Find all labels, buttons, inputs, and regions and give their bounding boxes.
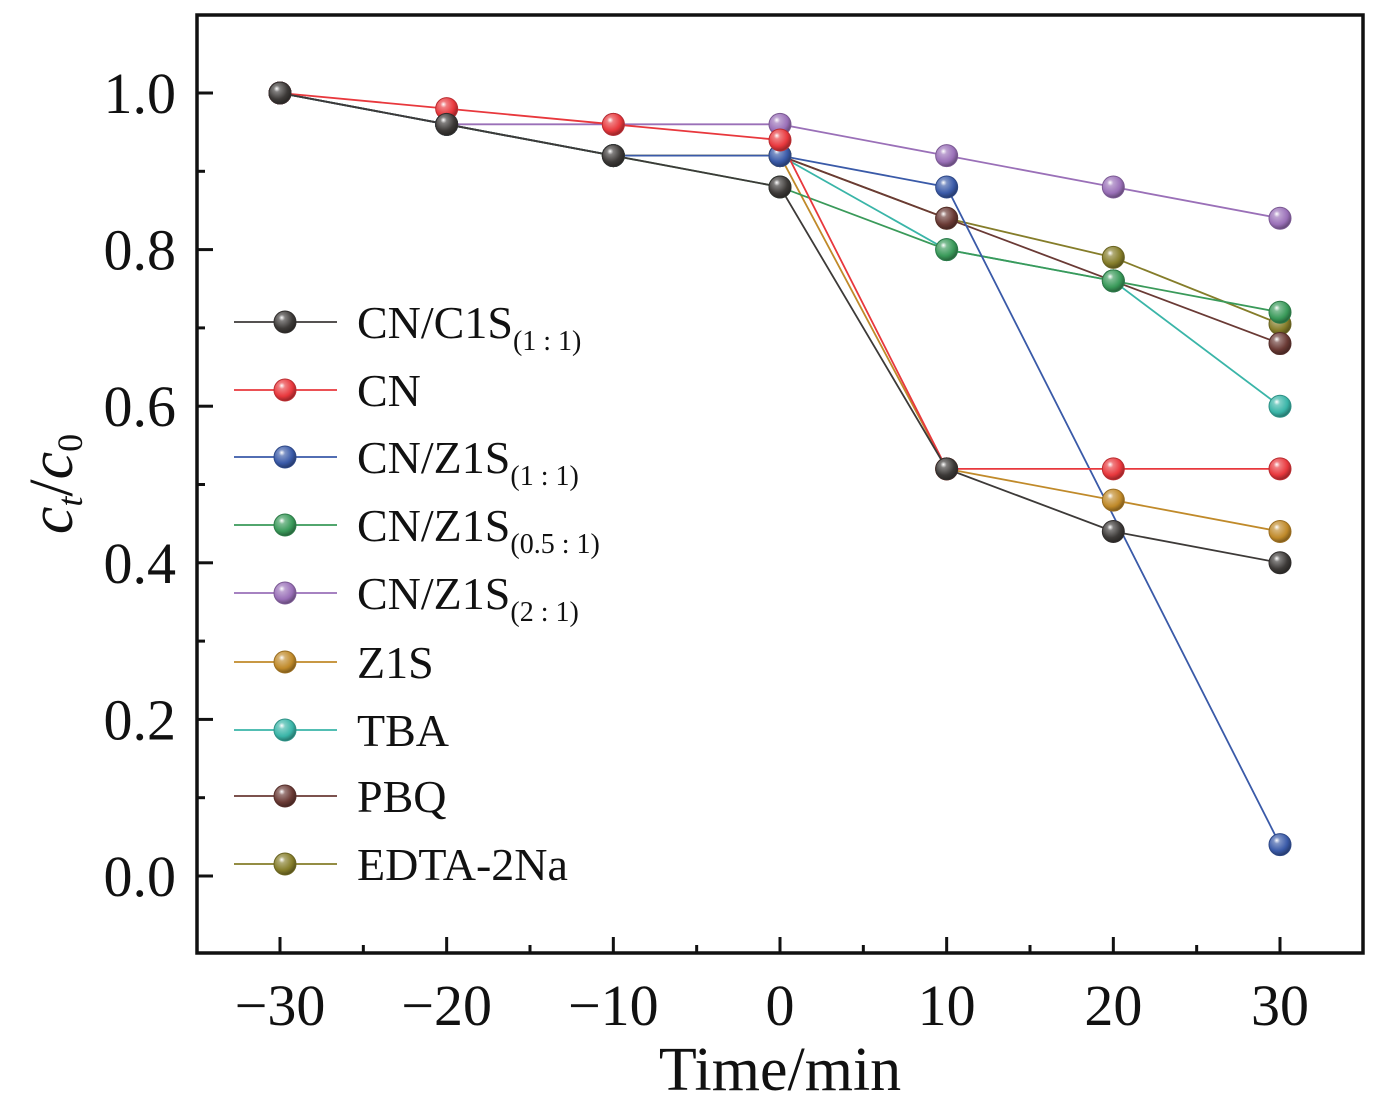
data-point: [1268, 300, 1292, 324]
x-tick-label: −30: [235, 973, 326, 1038]
legend-label-main: CN/Z1S: [357, 568, 510, 619]
legend-item: PBQ: [234, 771, 446, 822]
legend-marker: [273, 718, 297, 742]
y-axis-title-c2: c: [18, 452, 86, 480]
legend-label: CN/Z1S(2 : 1): [357, 568, 579, 628]
legend-label-sub: (0.5 : 1): [510, 529, 599, 560]
data-point: [1268, 394, 1292, 418]
legend-label-main: TBA: [357, 705, 449, 756]
data-point: [935, 238, 959, 262]
y-axis-title: ct/c0: [18, 434, 90, 534]
legend-label: CN: [357, 365, 421, 416]
data-point: [935, 144, 959, 168]
legend-item: EDTA-2Na: [234, 839, 568, 890]
data-point: [1268, 457, 1292, 481]
data-point: [768, 128, 792, 152]
legend-label: CN/Z1S(1 : 1): [357, 432, 579, 492]
legend-item: CN/C1S(1 : 1): [234, 297, 581, 357]
data-point: [1101, 269, 1125, 293]
series-markers-2: [268, 81, 1292, 481]
axis-ticks: −30 −20 −10 0 10 20 30 0.0 0.2 0.4 0.6 0.8 1.0: [104, 61, 1310, 1038]
legend-item: TBA: [234, 705, 449, 756]
y-tick-label: 0.4: [104, 531, 177, 596]
data-point: [1101, 519, 1125, 543]
y-tick-label: 0.2: [104, 687, 177, 752]
legend-label-main: CN/C1S: [357, 297, 513, 348]
series-layer: [268, 81, 1292, 857]
data-point: [601, 112, 625, 136]
legend-marker: [273, 852, 297, 876]
legend-label: CN/C1S(1 : 1): [357, 297, 581, 357]
data-point: [1101, 488, 1125, 512]
x-axis-title: Time/min: [659, 1036, 901, 1104]
legend-label-main: EDTA-2Na: [357, 839, 568, 890]
data-point: [1268, 551, 1292, 575]
legend-label-sub: (2 : 1): [510, 597, 578, 628]
x-tick-label: −20: [401, 973, 492, 1038]
data-point: [601, 144, 625, 168]
legend-label: TBA: [357, 705, 449, 756]
legend-item: CN/Z1S(1 : 1): [234, 432, 579, 492]
data-point: [935, 175, 959, 199]
legend-marker: [273, 445, 297, 469]
legend-label-main: CN: [357, 365, 421, 416]
data-point: [268, 81, 292, 105]
data-point: [1101, 175, 1125, 199]
svg-text:ct/c0: ct/c0: [18, 434, 90, 534]
legend-marker: [273, 378, 297, 402]
data-point: [1101, 457, 1125, 481]
y-axis-title-slash: /: [18, 479, 86, 497]
legend-marker: [273, 784, 297, 808]
y-axis-title-sub-0: 0: [50, 434, 90, 452]
series-markers-1: [268, 81, 1292, 575]
legend-label-main: PBQ: [357, 771, 446, 822]
legend-label: Z1S: [357, 637, 434, 688]
data-point: [1268, 833, 1292, 857]
y-tick-label: 0.0: [104, 844, 177, 909]
x-tick-label: 0: [766, 973, 795, 1038]
legend-label-main: CN/Z1S: [357, 432, 510, 483]
legend-item: Z1S: [234, 637, 434, 688]
y-axis-title-c: c: [18, 507, 86, 535]
x-tick-label: 30: [1251, 973, 1309, 1038]
legend-label-sub: (1 : 1): [513, 326, 581, 357]
data-point: [1101, 245, 1125, 269]
x-tick-label: 10: [918, 973, 976, 1038]
y-tick-label: 1.0: [104, 61, 177, 126]
legend-marker: [273, 650, 297, 674]
data-point: [935, 457, 959, 481]
legend-label-main: Z1S: [357, 637, 434, 688]
x-tick-label: −10: [568, 973, 659, 1038]
x-tick-label: 20: [1084, 973, 1142, 1038]
legend-label-main: CN/Z1S: [357, 500, 510, 551]
y-tick-label: 0.6: [104, 374, 177, 439]
data-point: [435, 112, 459, 136]
legend-label-sub: (1 : 1): [510, 461, 578, 492]
legend-label: CN/Z1S(0.5 : 1): [357, 500, 600, 560]
legend-item: CN/Z1S(2 : 1): [234, 568, 579, 628]
legend-label: PBQ: [357, 771, 446, 822]
legend-marker: [273, 513, 297, 537]
y-axis-title-sub-t: t: [50, 496, 90, 507]
data-point: [1268, 519, 1292, 543]
y-tick-label: 0.8: [104, 218, 177, 283]
legend-label: EDTA-2Na: [357, 839, 568, 890]
legend-marker: [273, 310, 297, 334]
data-point: [935, 206, 959, 230]
legend-item: CN: [234, 365, 421, 416]
legend-item: CN/Z1S(0.5 : 1): [234, 500, 600, 560]
data-point: [1268, 332, 1292, 356]
legend-marker: [273, 581, 297, 605]
data-point: [1268, 206, 1292, 230]
data-point: [768, 175, 792, 199]
